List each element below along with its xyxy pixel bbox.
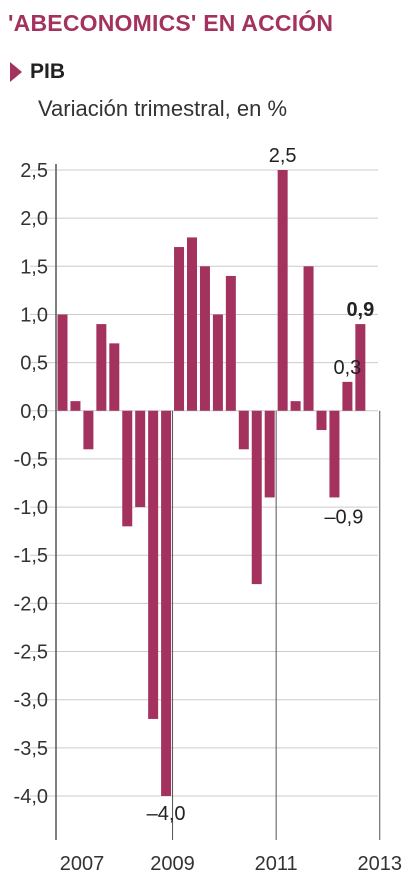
y-tick-label: -4,0 — [14, 786, 48, 808]
y-tick-label: 2,0 — [20, 208, 48, 230]
bar — [122, 410, 133, 527]
y-tick-label: -3,0 — [14, 690, 48, 712]
y-tick-label: 1,0 — [20, 304, 48, 326]
bar — [135, 410, 146, 508]
bar — [277, 170, 288, 411]
bar — [238, 410, 249, 450]
bar — [187, 237, 197, 411]
legend: PIB — [10, 59, 65, 85]
bar — [148, 410, 159, 719]
y-tick-label: 2,5 — [20, 160, 48, 182]
grid-lines — [30, 169, 378, 797]
y-tick-label: -1,5 — [14, 545, 48, 567]
x-tick-label: 2013 — [358, 853, 403, 875]
bar — [342, 381, 353, 411]
bar — [109, 343, 120, 411]
chart-subtitle: Variación trimestral, en % — [38, 96, 288, 121]
data-label: 2,5 — [269, 145, 297, 167]
y-axis-tick-labels: 2,5 2,0 1,5 1,0 0,5 0,0 -0,5 -1,0 -1,5 -2,0 -2,5 -3… — [14, 160, 48, 808]
y-tick-label: 0,0 — [20, 401, 48, 423]
y-tick-label: -2,5 — [14, 642, 48, 664]
data-labels: –4,0 2,5 –0,9 0,3 0,9 — [147, 145, 375, 825]
x-axis-tick-labels: 2007 2009 2011 2013 — [60, 410, 403, 875]
bar — [161, 410, 172, 796]
bars — [57, 170, 366, 796]
bar — [83, 410, 94, 450]
bar — [199, 266, 210, 411]
bar — [212, 314, 223, 411]
x-tick-label: 2007 — [60, 853, 105, 875]
bar — [355, 324, 366, 411]
data-label: 0,3 — [333, 357, 361, 379]
bar — [264, 410, 275, 498]
bar — [290, 401, 301, 411]
chart-title: 'ABECONOMICS' EN ACCIÓN — [8, 10, 334, 36]
data-label: –4,0 — [147, 803, 186, 825]
y-tick-label: -2,0 — [14, 593, 48, 615]
bar — [303, 266, 314, 411]
data-label: –0,9 — [324, 506, 363, 528]
legend-label: PIB — [30, 60, 66, 83]
x-tick-label: 2009 — [150, 853, 195, 875]
bar — [57, 314, 68, 411]
y-tick-label: 0,5 — [20, 353, 48, 375]
bar — [316, 410, 327, 431]
y-tick-label: 1,5 — [20, 256, 48, 278]
bar — [174, 247, 185, 411]
bar — [96, 324, 107, 411]
data-label: 0,9 — [346, 299, 374, 321]
bar — [251, 410, 262, 585]
bar — [70, 401, 81, 411]
bar — [225, 275, 236, 411]
y-tick-label: -1,0 — [14, 497, 48, 519]
bar — [329, 410, 340, 498]
y-tick-label: -0,5 — [14, 449, 48, 471]
y-tick-label: -3,5 — [14, 738, 48, 760]
x-tick-label: 2011 — [255, 853, 298, 875]
